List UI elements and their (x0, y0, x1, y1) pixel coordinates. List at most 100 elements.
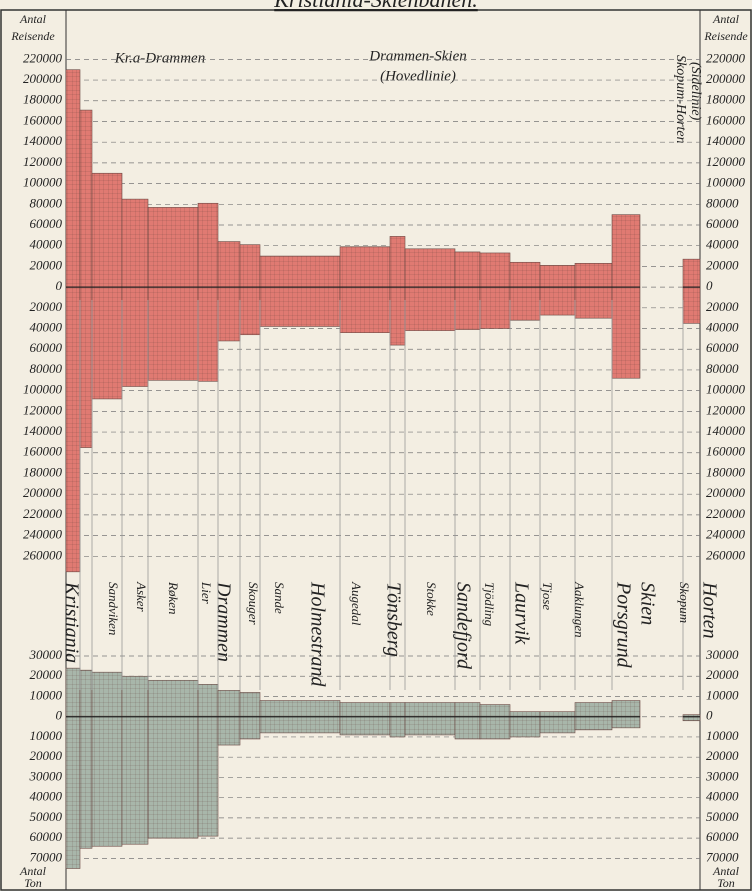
bar-hatch (148, 680, 198, 717)
bar-hatch (405, 287, 455, 331)
bar-hatch (455, 251, 480, 288)
bar-hatch (260, 287, 340, 327)
y-tick-label: 180000 (706, 92, 746, 107)
station-label: Skouger (246, 582, 261, 626)
y-tick-label: 20000 (30, 748, 63, 763)
bar-hatch (240, 692, 260, 717)
y-tick-label: 30000 (705, 768, 739, 783)
bar-hatch (480, 716, 510, 739)
y-axis-label: Antal (712, 12, 740, 26)
y-tick-label: 60000 (706, 340, 739, 355)
bar-hatch (575, 702, 612, 717)
chart-title: Kristiania-Skienbanen. (273, 0, 477, 12)
station-label: Augedal (349, 581, 364, 626)
bar-hatch (198, 684, 218, 717)
bar-hatch (240, 716, 260, 739)
section-label: (Sidelinie) (688, 62, 703, 121)
y-tick-label: 100000 (23, 382, 63, 397)
y-tick-label: 10000 (30, 728, 63, 743)
station-label: Drammen (212, 581, 234, 662)
bar-hatch (510, 711, 540, 717)
y-tick-label: 40000 (706, 789, 739, 804)
y-tick-label: 220000 (706, 506, 746, 521)
bar-hatch (66, 287, 80, 572)
bar-hatch (340, 716, 390, 735)
y-tick-label: 60000 (30, 216, 63, 231)
bar-hatch (480, 287, 510, 329)
station-label: Lier (199, 581, 214, 605)
y-tick-label: 180000 (706, 464, 746, 479)
y-tick-label: 10000 (706, 728, 739, 743)
bar-hatch (683, 714, 700, 717)
section-label: Drammen-Skien (368, 48, 466, 64)
y-tick-label: 20000 (706, 299, 739, 314)
bar-hatch (66, 69, 80, 288)
bar-hatch (218, 287, 240, 341)
bar-hatch (198, 287, 218, 382)
bar-hatch (66, 716, 80, 869)
bar-hatch (405, 248, 455, 288)
y-tick-label: 100000 (706, 382, 746, 397)
y-tick-label: 140000 (23, 423, 63, 438)
station-label: Horten (698, 581, 720, 639)
y-axis-label: Antal (712, 864, 740, 878)
y-tick-label: 220000 (23, 506, 63, 521)
station-label: Sandviken (106, 582, 121, 635)
bar-hatch (122, 287, 148, 387)
bar-hatch (198, 716, 218, 837)
y-tick-label: 260000 (23, 547, 63, 562)
station-label: Røken (166, 581, 181, 614)
y-tick-label: 20000 (30, 667, 63, 682)
y-tick-label: 120000 (23, 402, 63, 417)
y-tick-label: 0 (706, 278, 713, 293)
bar-hatch (148, 716, 198, 839)
station-label: Holmestrand (306, 581, 328, 687)
bar-hatch (390, 287, 405, 346)
y-tick-label: 10000 (706, 687, 739, 702)
y-tick-label: 30000 (705, 647, 739, 662)
y-tick-label: 20000 (706, 257, 739, 272)
bar-hatch (80, 287, 92, 448)
y-tick-label: 120000 (706, 154, 746, 169)
bar-hatch (218, 716, 240, 746)
bar-hatch (92, 173, 122, 288)
bar-hatch (260, 700, 340, 717)
station-label: Tjödling (482, 582, 497, 627)
bar-hatch (148, 287, 198, 381)
bar-hatch (92, 716, 122, 847)
y-tick-label: 80000 (30, 361, 63, 376)
y-tick-label: 120000 (23, 154, 63, 169)
section-label: (Hovedlinie) (380, 68, 456, 84)
y-tick-label: 140000 (706, 423, 746, 438)
bar-hatch (122, 676, 148, 717)
y-tick-label: 160000 (23, 112, 63, 127)
y-tick-label: 180000 (23, 464, 63, 479)
bar-hatch (455, 287, 480, 330)
y-tick-label: 200000 (706, 485, 746, 500)
y-axis-label: Reisende (703, 29, 748, 43)
y-tick-label: 240000 (706, 527, 746, 542)
bar-hatch (540, 711, 575, 717)
y-tick-label: 80000 (706, 361, 739, 376)
y-tick-label: 60000 (706, 829, 739, 844)
bar-hatch (575, 716, 612, 730)
bar-hatch (390, 716, 405, 737)
bar-hatch (510, 716, 540, 737)
y-tick-label: 40000 (30, 789, 63, 804)
bar-hatch (92, 287, 122, 399)
y-tick-label: 200000 (706, 71, 746, 86)
y-tick-label: 50000 (30, 809, 63, 824)
station-label: Sandefjord (452, 582, 474, 670)
y-tick-label: 140000 (23, 133, 63, 148)
bar-hatch (510, 262, 540, 288)
bar-hatch (390, 702, 405, 717)
y-axis-label: Ton (24, 876, 42, 890)
y-tick-label: 220000 (23, 50, 63, 65)
bar-hatch (218, 690, 240, 717)
station-label: Skopum (677, 582, 692, 623)
bar-hatch (260, 716, 340, 733)
bar-hatch (540, 287, 575, 316)
y-tick-label: 120000 (706, 402, 746, 417)
bar-hatch (260, 256, 340, 288)
